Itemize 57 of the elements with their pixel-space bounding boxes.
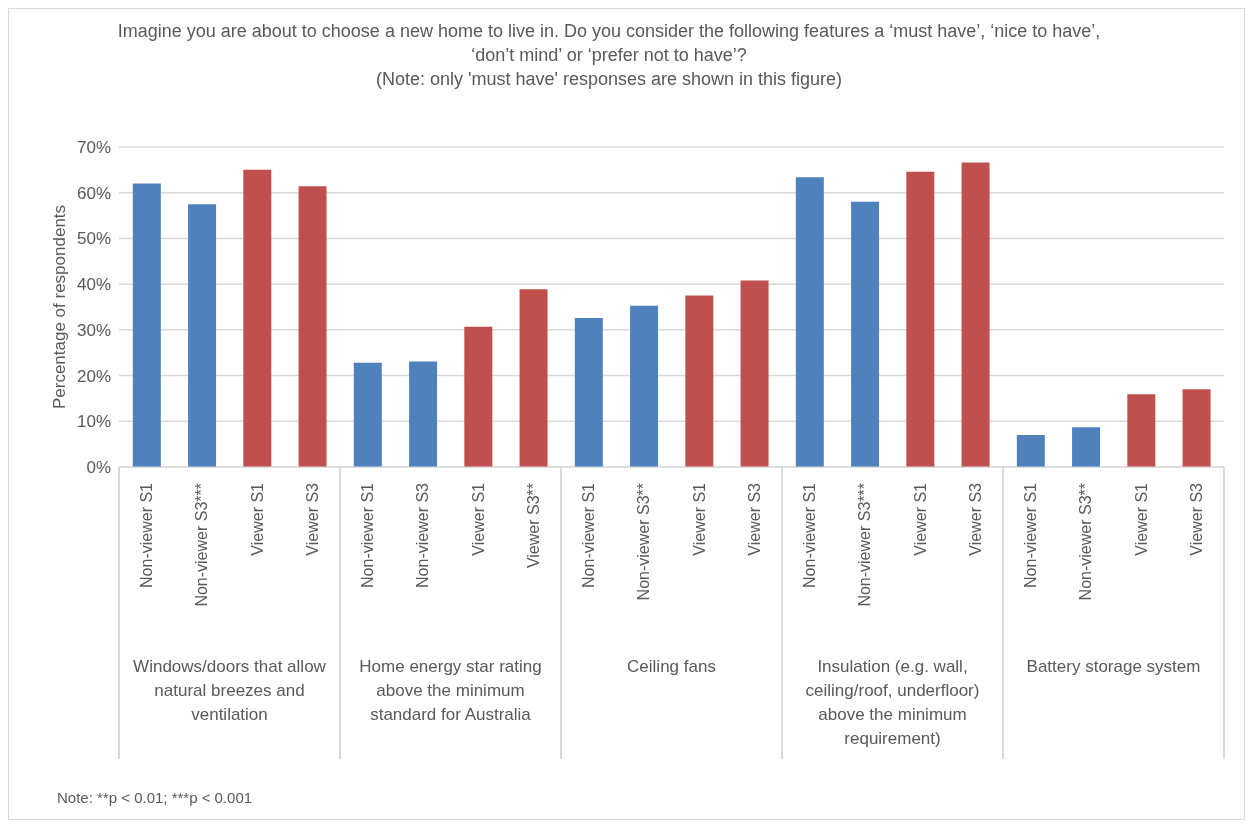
bar: [409, 361, 438, 467]
x-tick-label: Non-viewer S1: [359, 482, 377, 588]
x-tick-label: Viewer S1: [911, 482, 929, 556]
text: Note: **p < 0.01; ***p < 0.001: [57, 789, 253, 806]
y-tick-label: 20%: [76, 366, 111, 386]
x-tick-label: Non-viewer S3: [414, 482, 432, 588]
bar: [574, 317, 603, 467]
x-tick-label: Non-viewer S3***: [856, 483, 874, 607]
text: Windows/doors that allow natural breezes and ventilation: [132, 656, 327, 726]
x-tick-label: Non-viewer S3***: [193, 483, 211, 607]
bar: [1072, 427, 1101, 467]
x-tick-label: Viewer S1: [248, 482, 266, 556]
y-axis-title: Percentage of respondents: [50, 204, 70, 410]
x-tick-label: Non-viewer S3**: [1077, 483, 1095, 601]
x-tick-label: Viewer S1: [469, 482, 487, 556]
x-tick-label: Viewer S3: [1187, 482, 1205, 556]
bar: [961, 162, 990, 467]
x-tick-label: Viewer S3**: [524, 483, 542, 569]
text: Home energy star rating above the minimum standard for Australia: [358, 656, 543, 726]
chart-subtitle: (Note: only 'must have' responses are shown in this figure): [374, 68, 844, 91]
y-tick-label: 70%: [76, 138, 111, 158]
bar: [795, 177, 824, 467]
y-tick-label: 40%: [76, 275, 111, 295]
text: Battery storage system: [1025, 656, 1202, 678]
bar: [464, 326, 493, 467]
y-tick-label: 60%: [76, 183, 111, 203]
bar: [740, 280, 769, 467]
x-tick-label: Viewer S1: [1132, 482, 1150, 556]
bar: [906, 171, 935, 467]
bar: [1182, 389, 1211, 467]
bar: [298, 186, 327, 467]
bar: [519, 289, 548, 467]
bar: [243, 169, 272, 467]
bar: [851, 201, 880, 467]
bar: [132, 183, 161, 467]
bar: [630, 305, 659, 467]
y-tick-label: 30%: [76, 320, 111, 340]
y-tick-label: 50%: [76, 229, 111, 249]
x-tick-label: Non-viewer S3**: [635, 483, 653, 601]
bar: [188, 204, 217, 467]
bar: [353, 362, 382, 467]
x-tick-label: Non-viewer S1: [580, 482, 598, 588]
text: Insulation (e.g. wall, ceiling/roof, underfloor) above the minimum requirement): [804, 656, 981, 750]
chart-title: Imagine you are about to choose a new home to live in. Do you consider the following features a ‘must have’, ‘nice to have’, ‘don’t mind’ or ‘prefer not to have’?: [116, 20, 1102, 67]
bar: [685, 295, 714, 467]
x-tick-label: Non-viewer S1: [1022, 482, 1040, 588]
x-tick-label: Viewer S3: [966, 482, 984, 556]
x-tick-label: Viewer S3: [303, 482, 321, 556]
y-tick-label: 10%: [76, 412, 111, 432]
y-tick-label: 0%: [86, 458, 111, 478]
text: Ceiling fans: [626, 656, 717, 678]
x-tick-label: Viewer S3: [745, 482, 763, 556]
x-tick-label: Non-viewer S1: [801, 482, 819, 588]
x-tick-label: Non-viewer S1: [138, 482, 156, 588]
x-tick-label: Viewer S1: [690, 482, 708, 556]
bar: [1016, 435, 1045, 467]
bar: [1127, 394, 1156, 467]
